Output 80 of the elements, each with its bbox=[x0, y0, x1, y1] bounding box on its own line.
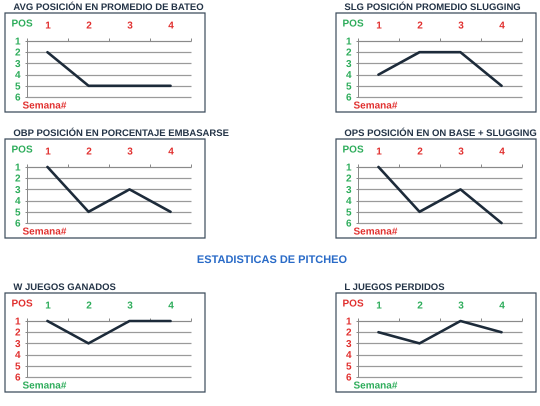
y-tick-label: 5 bbox=[346, 207, 352, 218]
y-tick-label: 4 bbox=[346, 70, 352, 82]
y-tick-label: 2 bbox=[346, 328, 352, 339]
x-axis-title: Semana# bbox=[22, 380, 67, 392]
x-tick-label: 3 bbox=[127, 300, 134, 312]
y-tick-label: 6 bbox=[14, 92, 21, 104]
x-tick-label: 4 bbox=[499, 20, 506, 32]
x-axis-title: Semana# bbox=[354, 226, 398, 238]
x-tick-label: 2 bbox=[86, 20, 92, 32]
x-axis-title: Semana# bbox=[354, 100, 398, 112]
y-tick-label: 5 bbox=[14, 207, 21, 218]
y-tick-label: 2 bbox=[346, 174, 352, 185]
chart-title: OBP POSICIÓN EN PORCENTAJE EMBASARSE bbox=[13, 126, 229, 139]
y-tick-label: 3 bbox=[14, 338, 21, 350]
y-tick-label: 6 bbox=[346, 372, 352, 384]
x-tick-label: 3 bbox=[127, 20, 134, 32]
y-tick-label: 3 bbox=[346, 184, 352, 196]
y-tick-label: 4 bbox=[346, 196, 352, 208]
y-axis-title: POS bbox=[342, 144, 364, 156]
y-tick-label: 1 bbox=[14, 36, 21, 48]
y-tick-label: 1 bbox=[14, 316, 21, 328]
y-axis-title: POS bbox=[12, 144, 33, 156]
x-tick-label: 3 bbox=[458, 300, 464, 312]
x-tick-label: 4 bbox=[168, 20, 174, 32]
x-tick-label: 2 bbox=[86, 146, 92, 158]
x-tick-label: 2 bbox=[417, 146, 424, 158]
y-tick-label: 3 bbox=[14, 58, 21, 70]
x-tick-label: 1 bbox=[376, 146, 382, 158]
chart-title: SLG POSICIÓN PROMEDIO SLUGGING bbox=[344, 0, 521, 13]
y-tick-label: 6 bbox=[346, 218, 352, 230]
y-tick-label: 5 bbox=[346, 361, 352, 372]
y-tick-label: 2 bbox=[346, 48, 352, 59]
x-tick-label: 3 bbox=[458, 20, 464, 32]
y-tick-label: 5 bbox=[14, 81, 21, 92]
x-axis-title: Semana# bbox=[22, 226, 67, 238]
y-tick-label: 4 bbox=[14, 196, 21, 208]
y-tick-label: 2 bbox=[14, 174, 21, 185]
x-axis-title: Semana# bbox=[22, 100, 67, 112]
x-tick-label: 4 bbox=[168, 300, 174, 312]
chart-title: W JUEGOS GANADOS bbox=[13, 282, 116, 293]
chart-title: AVG POSICIÓN EN PROMEDIO DE BATEO bbox=[13, 0, 204, 13]
y-tick-label: 3 bbox=[14, 184, 21, 196]
y-tick-label: 6 bbox=[346, 92, 352, 104]
chart-title: L JUEGOS PERDIDOS bbox=[344, 282, 445, 293]
y-tick-label: 1 bbox=[14, 162, 21, 174]
y-axis-title: POS bbox=[342, 298, 364, 310]
y-tick-label: 5 bbox=[346, 81, 352, 92]
x-tick-label: 2 bbox=[417, 20, 424, 32]
y-tick-label: 4 bbox=[346, 350, 352, 362]
x-tick-label: 4 bbox=[499, 146, 506, 158]
y-tick-label: 1 bbox=[346, 316, 352, 328]
line-series bbox=[377, 166, 503, 224]
y-axis-title: POS bbox=[12, 18, 33, 30]
y-tick-label: 6 bbox=[14, 218, 21, 230]
y-tick-label: 5 bbox=[14, 361, 21, 372]
y-tick-label: 2 bbox=[14, 328, 21, 339]
x-tick-label: 3 bbox=[458, 146, 464, 158]
x-tick-label: 1 bbox=[376, 300, 382, 312]
x-tick-label: 4 bbox=[499, 300, 506, 312]
x-tick-label: 4 bbox=[168, 146, 174, 158]
chart-title: OPS POSICIÓN EN ON BASE + SLUGGING bbox=[344, 126, 537, 139]
y-tick-label: 4 bbox=[14, 70, 21, 82]
x-tick-label: 1 bbox=[45, 20, 52, 32]
y-tick-label: 3 bbox=[346, 58, 352, 70]
x-tick-label: 3 bbox=[127, 146, 134, 158]
x-axis-title: Semana# bbox=[354, 380, 398, 392]
y-tick-label: 1 bbox=[346, 36, 352, 48]
x-tick-label: 2 bbox=[417, 300, 424, 312]
y-tick-label: 2 bbox=[14, 48, 21, 59]
x-tick-label: 2 bbox=[86, 300, 92, 312]
x-tick-label: 1 bbox=[45, 146, 52, 158]
y-tick-label: 1 bbox=[346, 162, 352, 174]
x-tick-label: 1 bbox=[376, 20, 382, 32]
y-tick-label: 3 bbox=[346, 338, 352, 350]
x-tick-label: 1 bbox=[45, 300, 52, 312]
text: ESTADISTICAS DE PITCHEO bbox=[196, 254, 348, 266]
y-axis-title: POS bbox=[12, 298, 33, 310]
y-tick-label: 4 bbox=[14, 350, 21, 362]
y-tick-label: 6 bbox=[14, 372, 21, 384]
y-axis-title: POS bbox=[342, 18, 364, 30]
